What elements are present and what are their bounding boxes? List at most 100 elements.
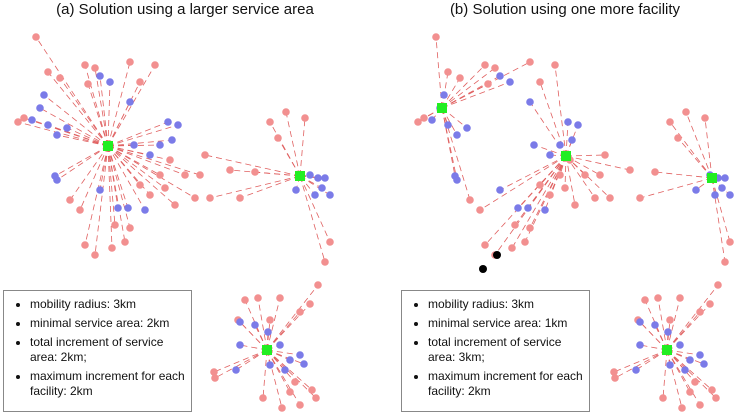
legend-box: mobility radius: 3km minimal service are… [3,290,192,412]
facility [707,173,717,183]
demand-point [444,121,452,129]
link [266,311,301,351]
demand-point [232,366,240,374]
link [239,175,301,199]
demand-point [81,61,89,69]
demand-point [20,114,28,122]
legend-item: maximum increment for each facility: 2km [30,369,185,399]
demand-point [696,401,704,409]
link [257,297,268,351]
link [266,349,313,391]
link [544,155,567,211]
link [666,349,713,391]
link [84,145,109,246]
demand-point [641,296,649,304]
demand-point [666,118,674,126]
demand-point [712,394,720,402]
link [266,349,291,393]
link [99,75,109,147]
demand-point [456,74,464,82]
demand-point [481,241,489,249]
demand-point [56,74,64,82]
link [56,134,109,147]
link [441,75,501,109]
demand-point [568,136,576,144]
demand-point [312,394,320,402]
demand-point [126,98,134,106]
demand-point [32,33,40,41]
demand-point [596,171,604,179]
demand-point [66,196,74,204]
demand-point [174,121,182,129]
link [669,121,713,179]
demand-point [266,316,274,324]
facility [662,345,672,355]
demand-point [241,296,249,304]
demand-point [278,404,286,412]
demand-point [171,201,179,209]
link [657,297,668,351]
demand-point [251,168,259,176]
panel-title: (b) Solution using one more facility [450,1,681,18]
demand-point [114,204,122,212]
demand-point [453,176,461,184]
demand-point [306,300,314,308]
demand-point [259,394,267,402]
link [87,83,109,147]
link [107,145,166,189]
demand-point [491,64,499,72]
demand-point [236,194,244,202]
link [441,61,531,109]
link [47,71,109,147]
link [239,321,268,351]
link [666,349,701,356]
demand-point [564,118,572,126]
demand-point [432,33,440,41]
demand-point [666,361,674,369]
link [107,145,129,209]
demand-point [541,206,549,214]
link [107,145,196,199]
link [266,349,317,399]
demand-point [726,191,734,199]
link [107,145,151,156]
demand-point [610,368,618,376]
demand-point [91,251,99,259]
link [441,81,511,109]
link [266,284,319,351]
link [654,171,713,179]
link [17,121,109,147]
link [107,61,131,147]
demand-point [251,321,259,329]
legend-list: mobility radius: 3km minimal service are… [402,291,589,399]
demand-point [682,108,690,116]
demand-point [721,258,729,266]
demand-point [196,171,204,179]
demand-point [636,318,644,326]
legend-list: mobility radius: 3km minimal service are… [4,291,191,399]
link [511,155,567,249]
demand-point [211,374,219,382]
link [43,94,109,147]
demand-point [156,171,164,179]
demand-point [654,294,662,302]
facility [295,171,305,181]
demand-point [314,281,322,289]
demand-point [506,78,514,86]
demand-point [306,171,314,179]
demand-point [696,308,704,316]
demand-point [514,204,522,212]
link [213,349,268,373]
link [565,155,596,199]
link [479,155,567,211]
demand-point [701,114,709,122]
demand-point [476,206,484,214]
demand-point [428,116,436,124]
link [441,107,471,201]
link [711,177,731,243]
demand-point [146,151,154,159]
link [107,145,146,211]
link [299,175,326,263]
panel-title: (a) Solution using a larger service area [56,1,314,18]
link [244,299,268,351]
